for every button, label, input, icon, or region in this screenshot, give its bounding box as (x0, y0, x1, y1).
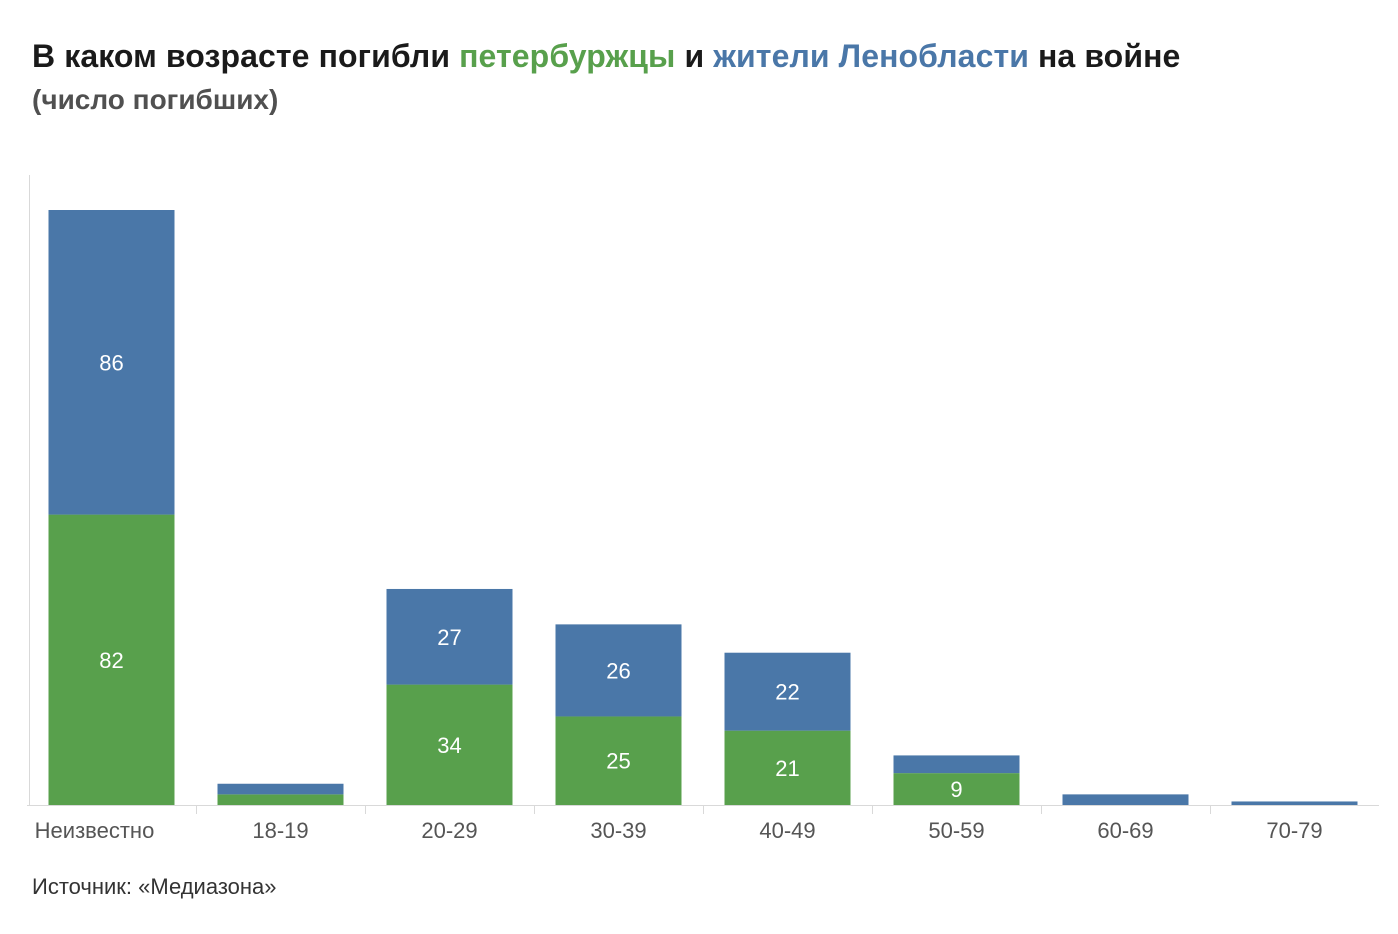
data-label-spb-2: 34 (437, 733, 461, 758)
bar-segment-lenobl-1 (217, 783, 344, 795)
x-tick-label-3: 30-39 (590, 818, 646, 843)
chart-subtitle: (число погибших) (32, 84, 279, 115)
bar-segment-lenobl-3 (555, 624, 682, 717)
chart-left-border (29, 175, 30, 805)
x-tick-label-6: 60-69 (1097, 818, 1153, 843)
title-part-5: на войне (1029, 38, 1181, 74)
bar-segment-spb-4 (724, 730, 851, 805)
bar-segment-spb-3 (555, 716, 682, 805)
bar-segment-spb-0 (48, 514, 175, 805)
data-label-lenobl-2: 27 (437, 625, 461, 650)
source-note: Источник: «Медиазона» (32, 874, 277, 899)
x-tick-label-0: Неизвестно (35, 818, 155, 843)
x-tick-label-1: 18-19 (252, 818, 308, 843)
bar-segment-spb-2 (386, 684, 513, 805)
chart-title: В каком возрасте погибли петербуржцы и ж… (32, 38, 1180, 75)
title-lenobl-label: жители Ленобласти (713, 38, 1030, 74)
bar-segment-spb-5 (893, 773, 1020, 805)
x-tick-label-5: 50-59 (928, 818, 984, 843)
bar-segment-lenobl-7 (1231, 801, 1358, 805)
bar-segment-lenobl-0 (48, 210, 175, 515)
data-label-spb-4: 21 (775, 756, 799, 781)
data-label-spb-3: 25 (606, 749, 630, 774)
bar-segment-lenobl-4 (724, 652, 851, 731)
bar-segment-lenobl-6 (1062, 794, 1189, 805)
data-label-lenobl-0: 86 (99, 350, 123, 375)
bar-segment-lenobl-5 (893, 755, 1020, 774)
data-label-spb-5: 9 (950, 777, 962, 802)
data-label-lenobl-4: 22 (775, 680, 799, 705)
x-tick-label-7: 70-79 (1266, 818, 1322, 843)
bar-segment-lenobl-2 (386, 588, 513, 685)
bar-segment-spb-1 (217, 794, 344, 805)
title-part-3: и (675, 38, 714, 74)
data-label-spb-0: 82 (99, 648, 123, 673)
title-spb-label: петербуржцы (459, 38, 676, 74)
title-part-1: В каком возрасте погибли (32, 38, 460, 74)
x-tick-label-4: 40-49 (759, 818, 815, 843)
data-label-lenobl-3: 26 (606, 658, 630, 683)
x-tick-label-2: 20-29 (421, 818, 477, 843)
